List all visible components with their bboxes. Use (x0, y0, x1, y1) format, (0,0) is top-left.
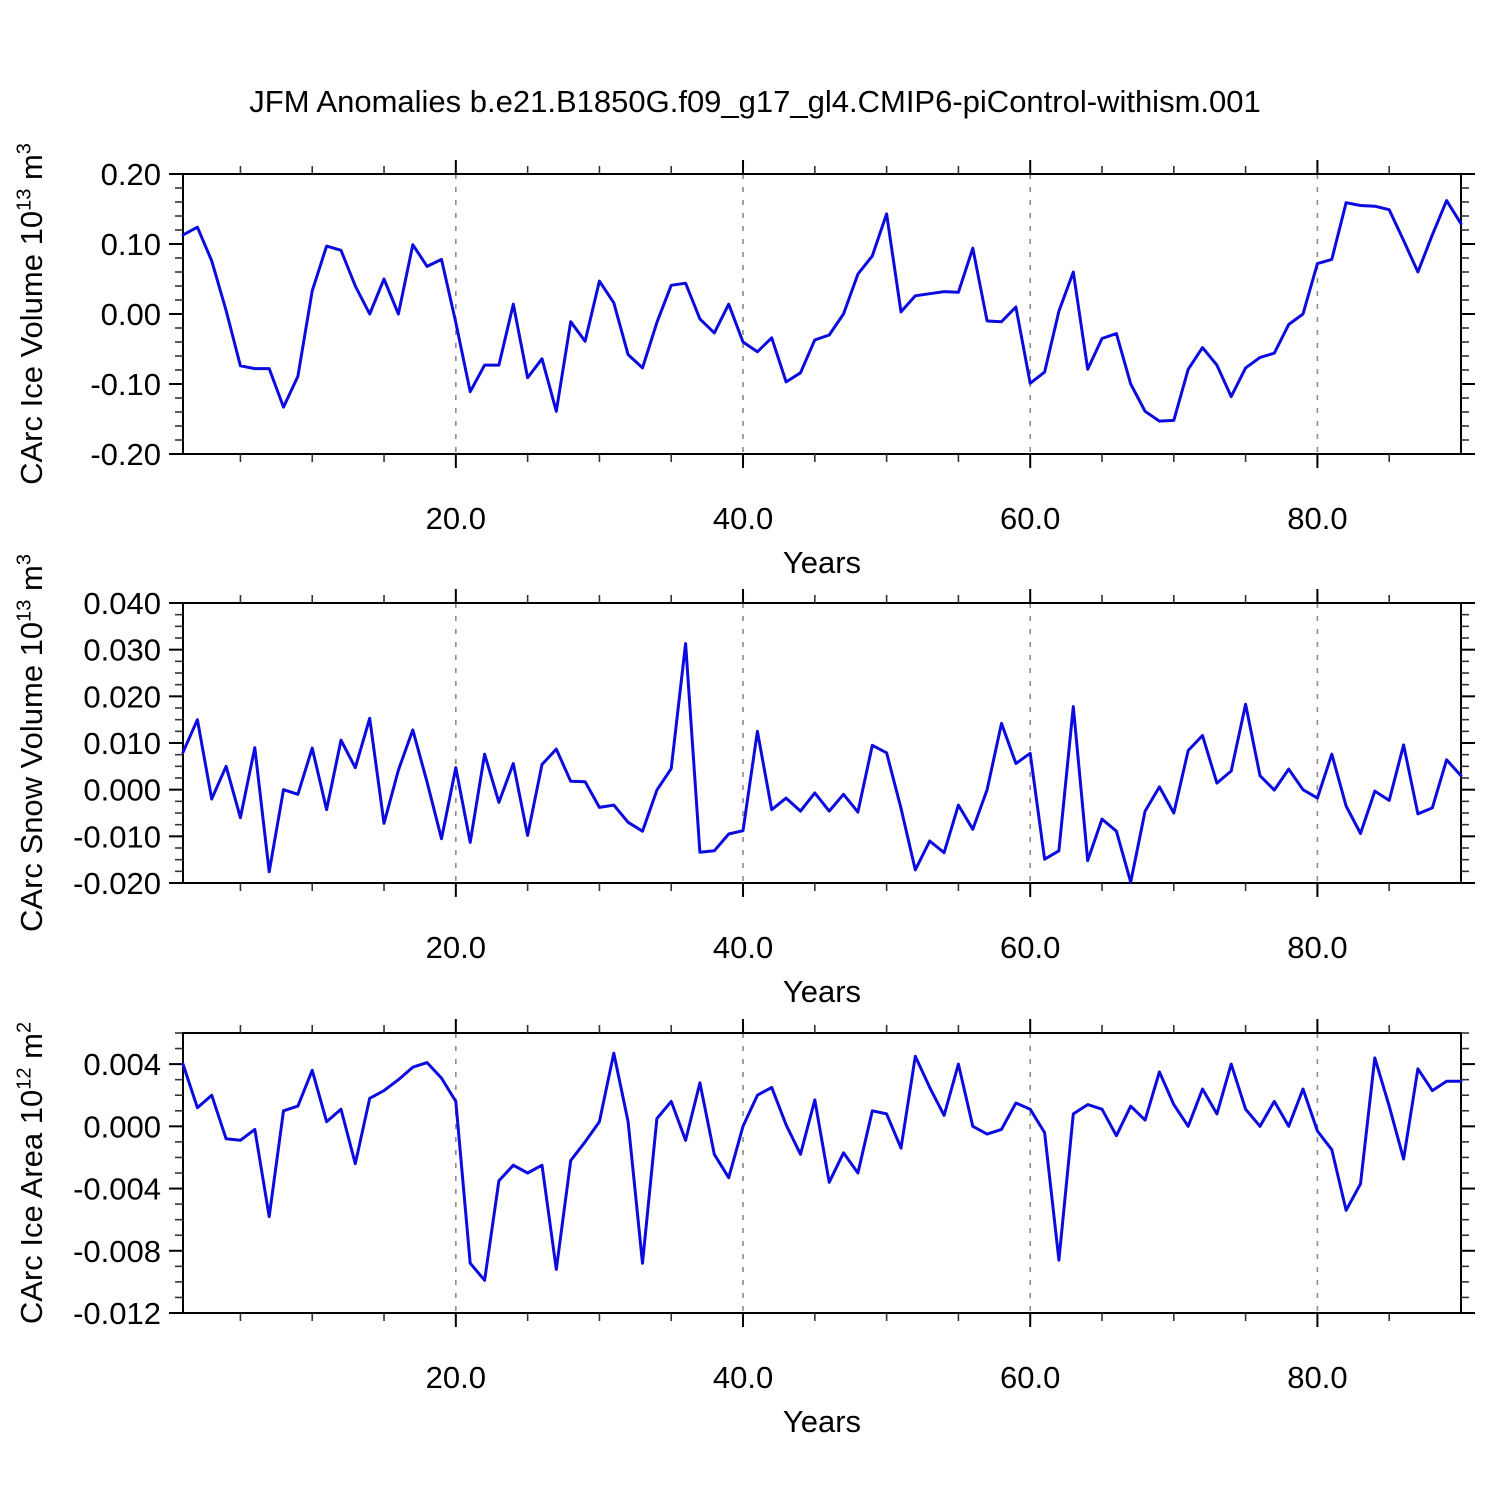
y-tick-label: -0.012 (73, 1296, 161, 1331)
plot-box (182, 602, 1462, 884)
y-axis: 0.040 0.030 0.020 0.010 0.000 -0.010 -0.020 (73, 586, 1475, 901)
y-tick-label: -0.20 (90, 437, 161, 472)
y-tick-label: -0.020 (73, 866, 161, 901)
x-tick-label: 40.0 (713, 930, 773, 965)
gridlines (455, 603, 1319, 883)
x-tick-label: 40.0 (713, 501, 773, 536)
panel-ice-volume: 20.0 40.0 60.0 80.0 Years 0.20 0.10 0.00 -0.10 -0… (90, 157, 1475, 580)
x-tick-label: 40.0 (713, 1360, 773, 1395)
x-tick-label: 20.0 (426, 930, 486, 965)
y-tick-label: 0.20 (101, 157, 161, 192)
plot-box (182, 173, 1462, 455)
x-axis-title: Years (783, 1404, 861, 1439)
y-tick-label: 0.000 (83, 1109, 161, 1144)
x-tick-label: 60.0 (1000, 930, 1060, 965)
y-tick-label: -0.004 (73, 1172, 161, 1207)
y-tick-label: 0.020 (83, 679, 161, 714)
panel-snow-volume: 20.0 40.0 60.0 80.0 Years 0.040 0.030 0.020 0.01… (73, 586, 1475, 1009)
y-tick-label: 0.040 (83, 586, 161, 621)
x-tick-label: 60.0 (1000, 501, 1060, 536)
y-tick-label: 0.10 (101, 227, 161, 262)
y-axis: 0.20 0.10 0.00 -0.10 -0.20 (90, 157, 1475, 472)
y-tick-label: 0.004 (83, 1047, 161, 1082)
y-tick-label: 0.010 (83, 726, 161, 761)
x-tick-label: 80.0 (1287, 1360, 1347, 1395)
plot-box (182, 1032, 1462, 1314)
snow-volume-line (181, 642, 1463, 884)
y-axis: 0.004 0.000 -0.004 -0.008 -0.012 (73, 1032, 1475, 1331)
x-axis: 20.0 40.0 60.0 80.0 Years (239, 1019, 1391, 1439)
y-tick-label: 0.000 (83, 773, 161, 808)
chart-title: JFM Anomalies b.e21.B1850G.f09_g17_gl4.C… (249, 84, 1261, 119)
y-tick-label: -0.10 (90, 367, 161, 402)
y-axis-title-ice-area: CArc Ice Area 1012 m2 (13, 1021, 49, 1325)
y-tick-label: 0.00 (101, 297, 161, 332)
x-axis-title: Years (783, 545, 861, 580)
x-axis-title: Years (783, 974, 861, 1009)
y-tick-label: 0.030 (83, 633, 161, 668)
x-tick-label: 80.0 (1287, 930, 1347, 965)
x-axis: 20.0 40.0 60.0 80.0 Years (239, 160, 1391, 580)
x-axis: 20.0 40.0 60.0 80.0 Years (239, 589, 1391, 1009)
x-tick-label: 60.0 (1000, 1360, 1060, 1395)
y-tick-label: -0.010 (73, 819, 161, 854)
ice-volume-line (181, 199, 1463, 423)
x-tick-label: 20.0 (426, 501, 486, 536)
y-tick-label: -0.008 (73, 1234, 161, 1269)
ice-area-line (181, 1051, 1463, 1282)
y-axis-title-snow-volume: CArc Snow Volume 1013 m3 (13, 554, 49, 932)
x-tick-label: 20.0 (426, 1360, 486, 1395)
y-axis-title-ice-volume: CArc Ice Volume 1013 m3 (13, 143, 49, 485)
gridlines (455, 1033, 1319, 1313)
x-tick-label: 80.0 (1287, 501, 1347, 536)
panel-ice-area: 20.0 40.0 60.0 80.0 Years 0.004 0.000 -0.004 -0.… (73, 1019, 1475, 1439)
